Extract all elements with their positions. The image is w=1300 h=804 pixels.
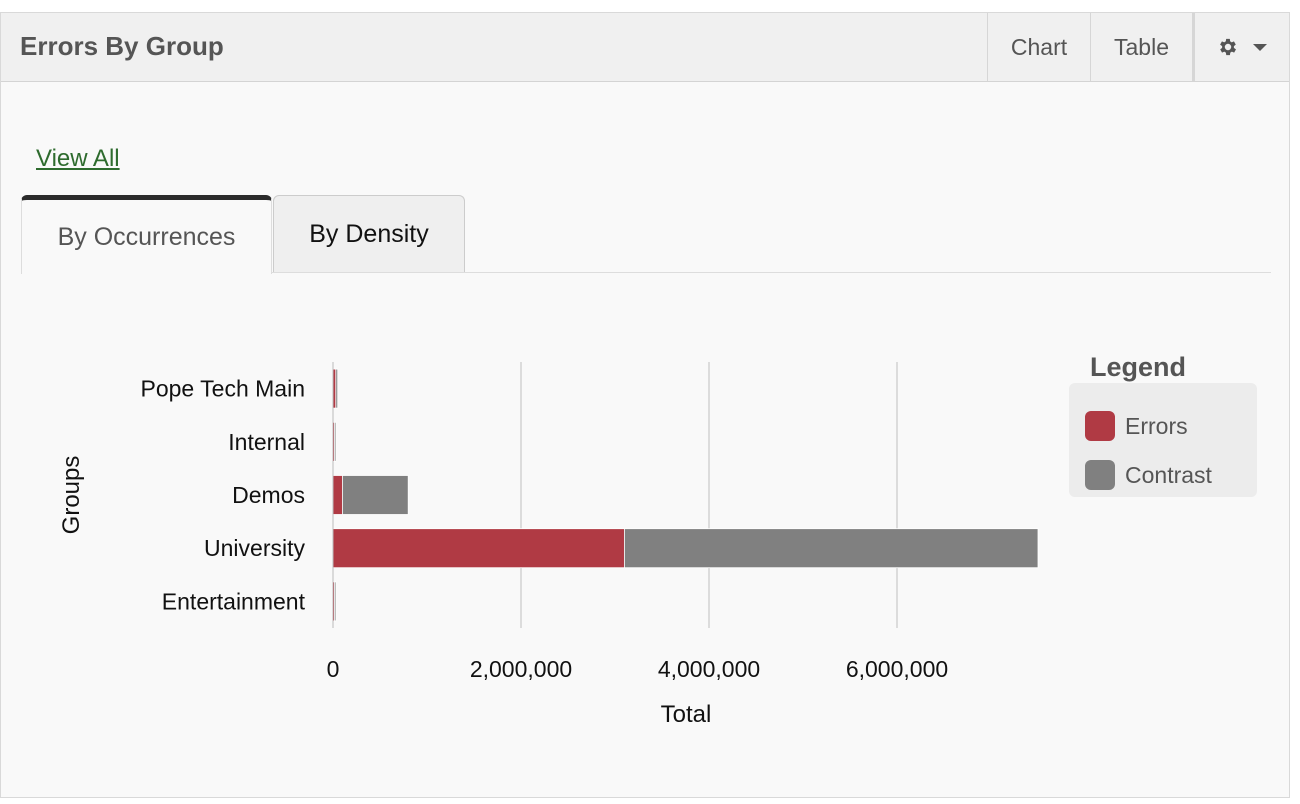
view-all-link[interactable]: View All: [36, 145, 120, 172]
legend-swatch-contrast: [1085, 460, 1115, 490]
chart-view-button[interactable]: Chart: [987, 13, 1090, 81]
bar-contrast-0: [335, 368, 339, 409]
legend-item-contrast: Contrast: [1085, 460, 1212, 490]
legend-item-errors: Errors: [1085, 411, 1188, 441]
category-label-0: Pope Tech Main: [140, 376, 305, 402]
legend-label-contrast: Contrast: [1125, 461, 1212, 488]
x-tick-label-3: 6,000,000: [846, 656, 948, 682]
x-tick-label-1: 2,000,000: [470, 656, 572, 682]
y-axis-title: Groups: [58, 456, 85, 535]
chart-tabs: By Occurrences By Density: [21, 195, 1271, 274]
bar-contrast-2: [341, 475, 409, 515]
category-label-4: Entertainment: [162, 588, 306, 614]
x-axis-title: Total: [661, 701, 712, 728]
table-view-button[interactable]: Table: [1090, 13, 1192, 81]
bar-contrast-3: [624, 528, 1039, 569]
bar-errors-2: [332, 475, 343, 515]
x-tick-label-0: 0: [327, 656, 340, 682]
category-label-3: University: [204, 535, 305, 561]
bar-contrast-1: [334, 421, 337, 462]
tab-by-density[interactable]: By Density: [273, 195, 465, 272]
category-label-2: Demos: [232, 482, 305, 508]
panel-title: Errors By Group: [20, 31, 224, 61]
settings-dropdown-button[interactable]: [1192, 13, 1289, 81]
legend: Errors Contrast: [1069, 383, 1257, 497]
caret-down-icon: [1253, 43, 1267, 51]
legend-swatch-errors: [1085, 411, 1115, 441]
tab-by-occurrences[interactable]: By Occurrences: [21, 195, 272, 274]
panel-header: Errors By Group Chart Table: [1, 13, 1289, 82]
legend-label-errors: Errors: [1125, 412, 1188, 439]
legend-title: Legend: [1090, 352, 1187, 382]
category-label-1: Internal: [228, 429, 305, 455]
bar-contrast-4: [334, 581, 337, 622]
x-tick-label-2: 4,000,000: [658, 656, 760, 682]
bar-errors-3: [332, 528, 625, 569]
gear-icon: [1220, 38, 1236, 56]
